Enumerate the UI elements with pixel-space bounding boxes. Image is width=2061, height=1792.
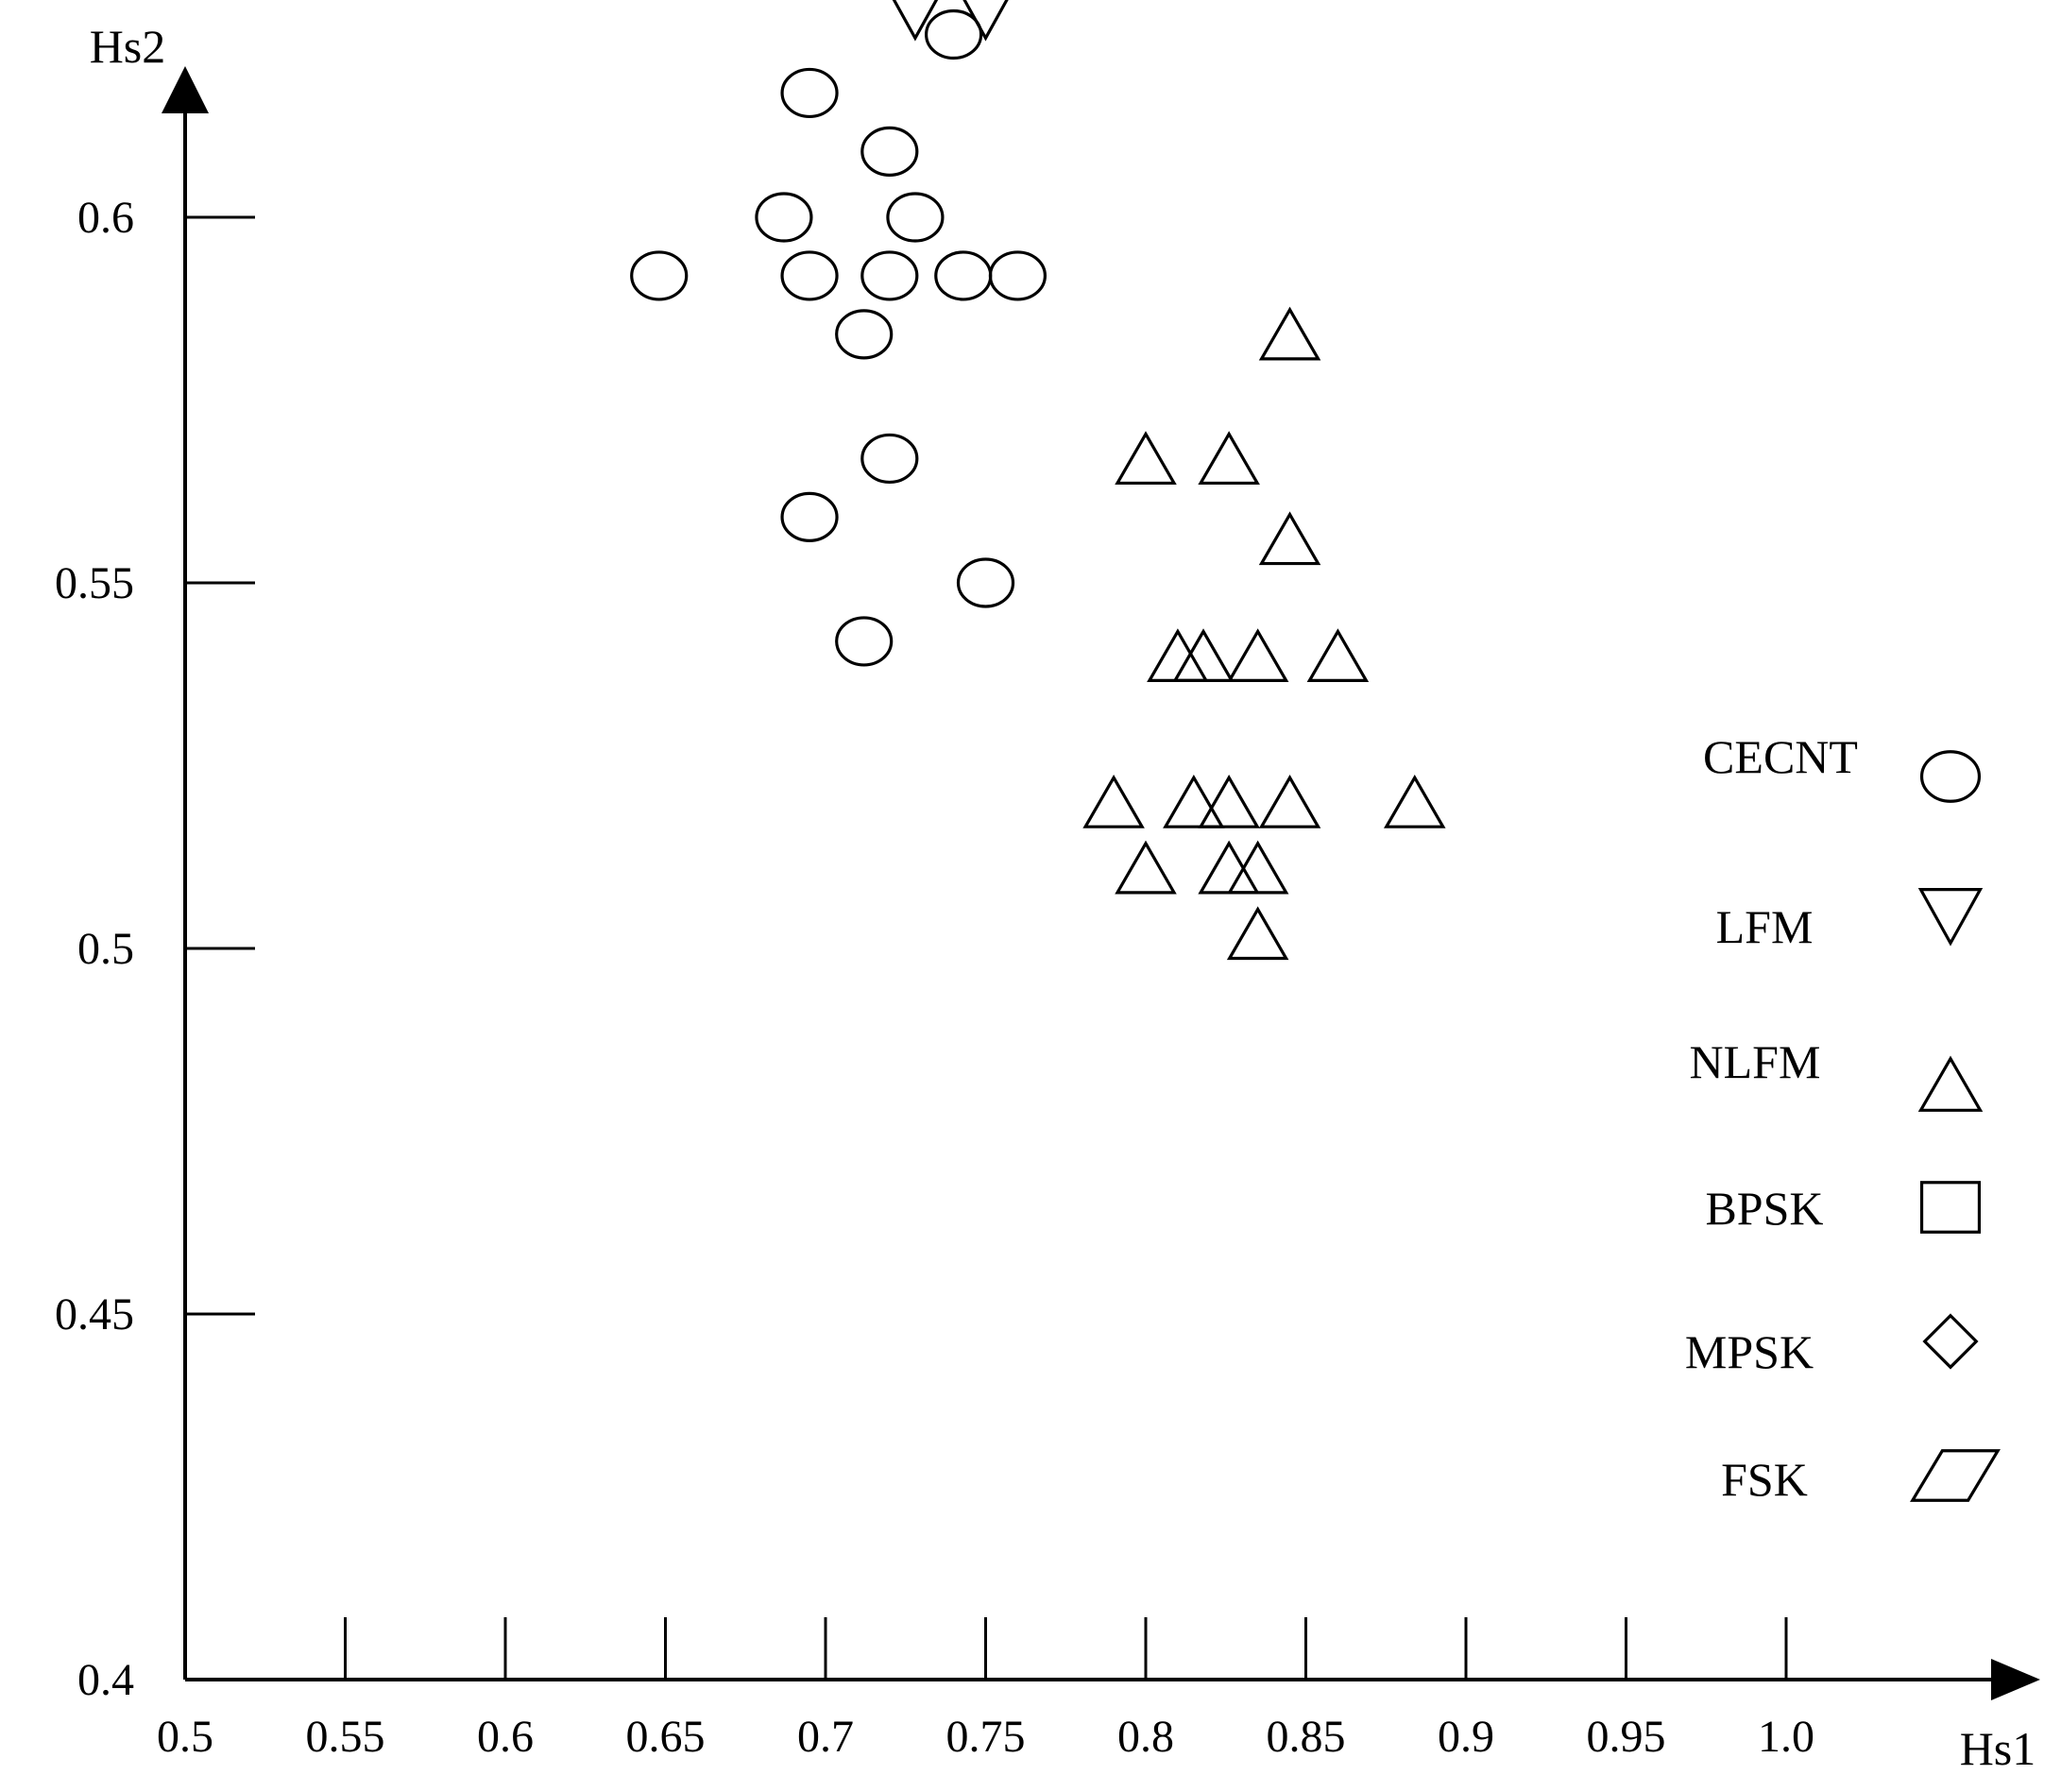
cecnt-point [835, 309, 894, 360]
nlfm-point [1115, 431, 1177, 486]
nlfm-point [1163, 774, 1225, 828]
y-tick-label: 0.6 [77, 193, 134, 243]
x-tick-label: 0.85 [1267, 1712, 1346, 1762]
cecnt-point [835, 616, 894, 667]
legend-label-fsk: FSK [1721, 1453, 1808, 1506]
x-tick-label: 0.5 [157, 1712, 213, 1762]
lfm-point [892, 0, 939, 42]
cecnt-point [755, 192, 813, 243]
nlfm-point [1258, 774, 1321, 828]
y-tick-label: 0.45 [55, 1289, 134, 1340]
axes: Hs2 Hs1 [90, 20, 2040, 1775]
nlfm-point [1172, 628, 1235, 683]
cecnt-point [886, 192, 945, 243]
nlfm-point [1198, 431, 1260, 486]
cecnt-point [780, 250, 839, 301]
y-tick-label: 0.5 [77, 924, 134, 974]
cecnt-point [934, 250, 993, 301]
nlfm-point [1226, 840, 1289, 895]
y-axis-title: Hs2 [90, 20, 166, 73]
x-tick-label: 0.55 [306, 1712, 385, 1762]
nlfm-point [1258, 511, 1321, 566]
cecnt-point [780, 67, 839, 119]
x-tick-label: 0.75 [946, 1712, 1026, 1762]
legend-symbol-cecnt [1919, 750, 1982, 803]
cecnt-point [860, 433, 919, 485]
legend-label-lfm: LFM [1716, 900, 1814, 953]
y-tick-label: 0.55 [55, 558, 134, 608]
x-tick-label: 0.65 [626, 1712, 706, 1762]
x-tick-label: 0.95 [1587, 1712, 1666, 1762]
legend-label-nlfm: NLFM [1690, 1035, 1821, 1088]
nlfm-point [1306, 628, 1370, 683]
cecnt-point [924, 9, 983, 60]
x-tick-label: 0.6 [477, 1712, 534, 1762]
cecnt-point [860, 250, 919, 301]
x-axis-title: Hs1 [1960, 1722, 2036, 1775]
legend-symbol-mpsk [1922, 1313, 1979, 1370]
cecnt-point [988, 250, 1048, 301]
x-tick-label: 0.9 [1438, 1712, 1494, 1762]
legend-symbol-nlfm [1917, 1055, 1984, 1112]
x-axis-arrowhead [1991, 1659, 2040, 1700]
legend-symbol-lfm [1917, 888, 1984, 947]
cecnt-point [780, 491, 839, 542]
cecnt-point [860, 126, 919, 177]
lfm-point [962, 0, 1009, 42]
ticks: 0.5 0.55 0.6 0.65 0.7 0.75 0.8 0.85 0.9 0.95 1.0 0.… [55, 193, 1814, 1762]
nlfm-point [1258, 306, 1321, 361]
data-points [630, 0, 1446, 961]
cecnt-point [630, 250, 689, 301]
legend-label-cecnt: CECNT [1703, 730, 1858, 783]
legend: CECNT LFM NLFM BPSK MPSK FSK [1685, 730, 2001, 1506]
y-tick-label: 0.4 [77, 1655, 134, 1705]
nlfm-point [1226, 628, 1289, 683]
nlfm-point [1226, 906, 1289, 961]
y-axis-arrowhead [162, 66, 209, 113]
legend-symbol-fsk [1910, 1449, 2001, 1502]
nlfm-point [1115, 840, 1177, 895]
cecnt-point [956, 557, 1015, 608]
x-tick-label: 1.0 [1758, 1712, 1814, 1762]
nlfm-point [1082, 774, 1145, 828]
x-tick-label: 0.7 [797, 1712, 854, 1762]
nlfm-point [1198, 840, 1260, 895]
legend-label-mpsk: MPSK [1685, 1325, 1814, 1378]
nlfm-point [1198, 774, 1260, 828]
nlfm-point [1383, 774, 1446, 828]
legend-symbol-bpsk [1919, 1181, 1982, 1234]
legend-label-bpsk: BPSK [1705, 1182, 1823, 1235]
x-tick-label: 0.8 [1117, 1712, 1174, 1762]
